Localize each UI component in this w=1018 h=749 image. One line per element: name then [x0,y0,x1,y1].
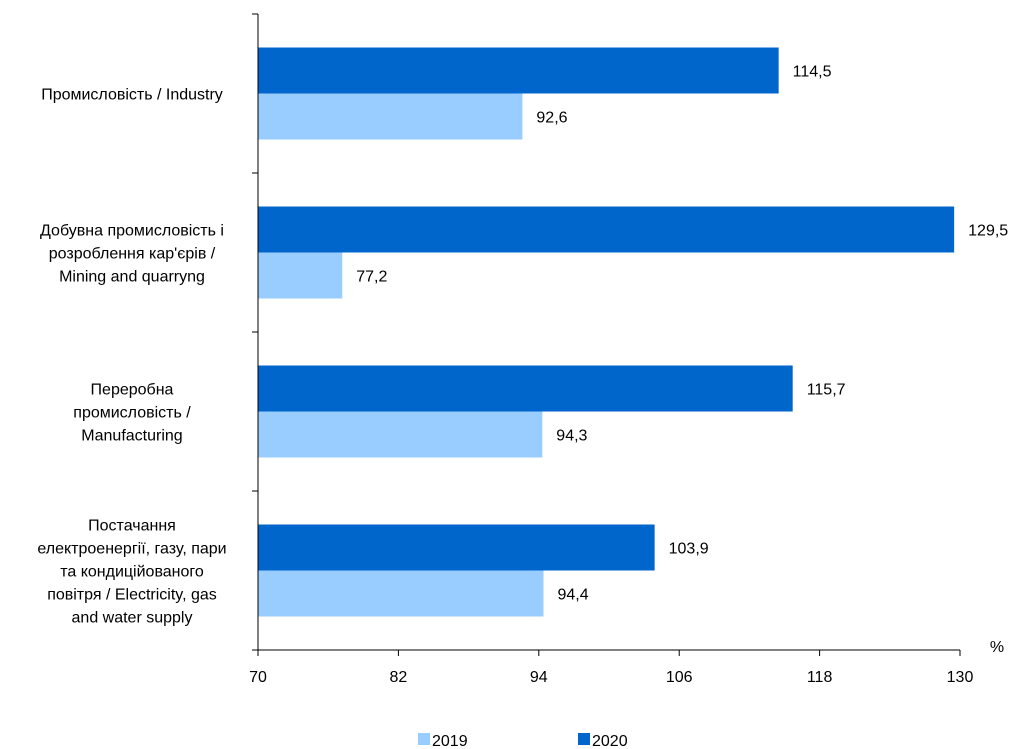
category-label-line: Промисловість / Industry [41,87,223,104]
category-label-0: Промисловість / Industry [41,87,223,104]
data-label-2020-0: 114,5 [793,64,832,81]
category-label-1: Добувна промисловість і розроблення кар'є… [40,223,224,286]
category-labels-group: Промисловість / Industry Добувна промисло… [37,87,226,627]
x-tick-label-3: 106 [666,669,693,686]
data-label-2019-2: 94,3 [556,428,587,445]
x-tick-label-5: 130 [947,669,974,686]
bar-2020-3 [258,524,655,571]
bar-2020-0 [258,47,779,94]
data-labels-group: 114,5 92,6 129,5 77,2 115,7 94,3 103,9 94,4 [356,64,1008,604]
x-tick-label-0: 70 [249,669,267,686]
category-label-line: Manufacturing [81,428,182,445]
x-tick-label-4: 118 [807,669,833,686]
legend-swatch-2020 [578,733,590,745]
data-label-2019-0: 92,6 [536,110,567,127]
category-label-line: Переробна [91,382,174,399]
category-label-line: промисловість / [73,405,191,422]
data-label-2020-3: 103,9 [669,541,709,558]
bar-2020-2 [258,365,793,412]
category-label-3: Постачання електроенергії, газу, пари та к… [37,518,226,627]
x-tick-label-1: 82 [390,669,408,686]
bar-2019-2 [258,411,543,458]
category-label-line: та кондиційованого [60,564,204,581]
legend-swatch-2019 [418,733,430,745]
category-label-2: Переробна промисловість / Manufacturing [73,382,191,445]
data-label-2020-2: 115,7 [807,382,846,399]
category-label-line: Mining and quarryng [59,269,205,286]
x-tick-label-2: 94 [530,669,548,686]
data-label-2019-3: 94,4 [557,587,588,604]
axes-group [252,13,961,656]
bar-2019-0 [258,93,523,140]
bar-2019-1 [258,252,343,299]
category-label-line: Добувна промисловість і [40,223,224,240]
tick-labels-group: 70 82 94 106 118 130 [249,669,973,686]
data-label-2020-1: 129,5 [968,223,1008,240]
legend-label-2019: 2019 [432,733,468,749]
category-label-line: повітря / Electricity, gas [47,587,217,604]
legend: 2019 2020 [418,733,628,749]
bar-2019-3 [258,570,544,617]
category-label-line: and water supply [72,610,193,627]
unit-label: % [990,639,1004,656]
category-label-line: електроенергії, газу, пари [37,541,226,558]
bars-group [258,47,955,617]
category-label-line: Постачання [88,518,176,535]
bar-2020-1 [258,206,955,253]
category-label-line: розроблення кар'єрів / [49,246,216,263]
data-label-2019-1: 77,2 [356,269,387,286]
legend-label-2020: 2020 [592,733,628,749]
